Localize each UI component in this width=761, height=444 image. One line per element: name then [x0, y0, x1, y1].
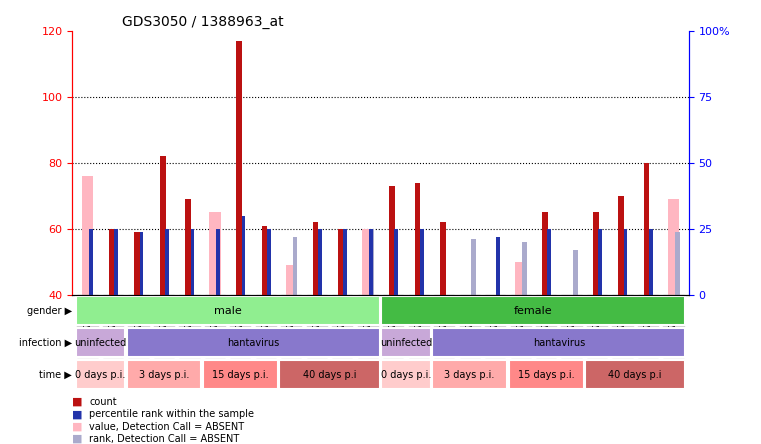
Bar	[186, 199, 191, 295]
Bar	[160, 156, 166, 295]
Bar	[190, 229, 194, 295]
Bar	[109, 229, 115, 295]
Bar	[165, 229, 169, 295]
Text: ■: ■	[72, 422, 83, 432]
Bar	[420, 229, 424, 295]
Bar	[126, 329, 380, 357]
Text: female: female	[514, 306, 552, 316]
Bar	[313, 222, 318, 295]
Text: ■: ■	[72, 434, 83, 444]
Bar	[649, 229, 653, 295]
Bar	[675, 231, 680, 295]
Text: uninfected: uninfected	[74, 338, 126, 348]
Text: 15 days p.i.: 15 days p.i.	[517, 370, 575, 380]
Bar	[464, 295, 476, 364]
Bar	[89, 229, 93, 295]
Bar	[114, 229, 118, 295]
Text: ■: ■	[72, 409, 83, 419]
Bar	[262, 226, 267, 295]
Bar	[508, 361, 584, 389]
Bar	[547, 229, 551, 295]
Text: 0 days p.i.: 0 days p.i.	[75, 370, 126, 380]
Bar	[381, 297, 686, 325]
Text: male: male	[214, 306, 241, 316]
Bar	[126, 361, 202, 389]
Text: GDS3050 / 1388963_at: GDS3050 / 1388963_at	[122, 15, 283, 29]
Bar	[318, 229, 322, 295]
Text: time ▶: time ▶	[39, 370, 72, 380]
Bar	[203, 361, 278, 389]
Text: ■: ■	[72, 397, 83, 407]
Bar	[362, 229, 374, 295]
Bar	[75, 361, 125, 389]
Text: count: count	[89, 397, 116, 407]
Bar	[415, 183, 420, 295]
Bar	[381, 329, 431, 357]
Bar	[293, 237, 298, 295]
Bar	[619, 196, 624, 295]
Bar	[585, 361, 686, 389]
Text: 3 days p.i.: 3 days p.i.	[444, 370, 495, 380]
Bar	[389, 186, 395, 295]
Bar	[140, 231, 144, 295]
Text: 15 days p.i.: 15 days p.i.	[212, 370, 269, 380]
Bar	[471, 239, 476, 295]
Bar	[593, 212, 599, 295]
Bar	[598, 229, 602, 295]
Bar	[573, 250, 578, 295]
Bar	[440, 222, 446, 295]
Text: 0 days p.i.: 0 days p.i.	[380, 370, 431, 380]
Bar	[381, 361, 431, 389]
Text: infection ▶: infection ▶	[19, 338, 72, 348]
Bar	[566, 295, 578, 394]
Bar	[522, 242, 527, 295]
Bar	[241, 216, 245, 295]
Text: hantavirus: hantavirus	[533, 338, 585, 348]
Bar	[667, 199, 679, 295]
Bar	[542, 212, 548, 295]
Text: percentile rank within the sample: percentile rank within the sample	[89, 409, 254, 419]
Bar	[75, 297, 380, 325]
Bar	[75, 329, 125, 357]
Bar	[338, 229, 344, 295]
Bar	[369, 229, 373, 295]
Bar	[432, 329, 686, 357]
Text: 3 days p.i.: 3 days p.i.	[139, 370, 189, 380]
Text: rank, Detection Call = ABSENT: rank, Detection Call = ABSENT	[89, 434, 239, 444]
Text: 40 days p.i: 40 days p.i	[609, 370, 662, 380]
Bar	[209, 212, 221, 295]
Bar	[216, 229, 220, 295]
Text: value, Detection Call = ABSENT: value, Detection Call = ABSENT	[89, 422, 244, 432]
Text: 40 days p.i: 40 days p.i	[303, 370, 356, 380]
Bar	[343, 229, 347, 295]
Bar	[623, 229, 628, 295]
Bar	[82, 176, 94, 295]
Bar	[369, 229, 374, 295]
Bar	[279, 361, 380, 389]
Bar	[267, 229, 271, 295]
Bar	[515, 262, 527, 295]
Bar	[237, 41, 242, 295]
Bar	[496, 237, 500, 295]
Bar	[135, 232, 140, 295]
Bar	[394, 229, 398, 295]
Text: uninfected: uninfected	[380, 338, 432, 348]
Text: hantavirus: hantavirus	[227, 338, 279, 348]
Bar	[285, 265, 297, 295]
Text: gender ▶: gender ▶	[27, 306, 72, 316]
Bar	[644, 163, 649, 295]
Bar	[432, 361, 507, 389]
